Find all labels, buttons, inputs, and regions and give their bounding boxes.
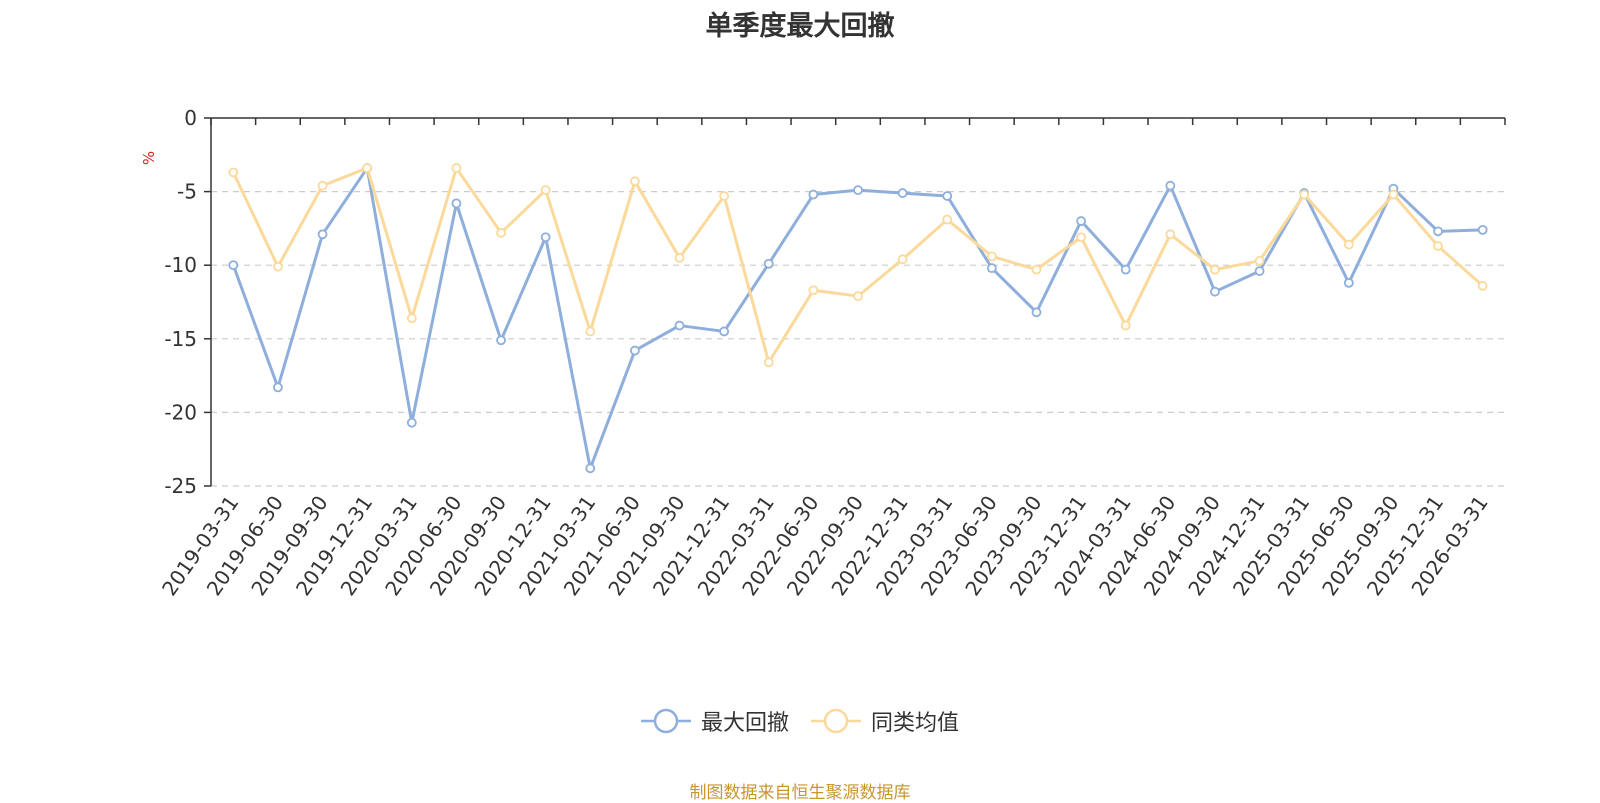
- legend-item[interactable]: 最大回撤: [640, 705, 789, 737]
- data-point: [228, 167, 239, 178]
- data-point: [1165, 180, 1176, 191]
- data-point: [897, 188, 908, 198]
- data-point: [1299, 189, 1310, 200]
- legend-item[interactable]: 同类均值: [811, 705, 959, 737]
- data-point: [853, 291, 863, 302]
- data-point: [1388, 189, 1399, 200]
- data-point: [406, 313, 417, 324]
- data-point: [1165, 229, 1176, 240]
- data-point: [986, 263, 997, 274]
- data-point: [942, 191, 953, 201]
- data-point: [897, 254, 908, 265]
- data-point: [1254, 255, 1265, 266]
- y-tick-label: 0: [184, 106, 197, 130]
- legend-marker-icon: [811, 708, 861, 734]
- data-point: [763, 357, 774, 368]
- data-point: [406, 417, 417, 428]
- grid-layer: [211, 191, 1505, 487]
- data-point: [629, 176, 640, 187]
- y-tick-label: -25: [164, 474, 197, 498]
- data-point: [1343, 277, 1354, 288]
- data-point: [629, 345, 640, 356]
- data-point: [496, 227, 506, 238]
- data-point: [853, 185, 863, 196]
- data-point: [719, 191, 730, 201]
- data-point: [1210, 286, 1220, 297]
- data-point: [1210, 264, 1220, 275]
- y-tick-label: -20: [164, 400, 197, 424]
- data-point: [585, 463, 596, 474]
- data-point: [317, 180, 328, 191]
- axis-layer: 0-5-10-15-20-25%2019-03-312019-06-302019…: [140, 106, 1506, 600]
- data-point: [273, 261, 283, 272]
- series-layer: [228, 163, 1488, 474]
- data-point: [674, 320, 685, 331]
- y-tick-label: -15: [164, 327, 197, 351]
- data-point: [763, 258, 774, 269]
- y-axis-label: %: [140, 151, 158, 165]
- data-point: [942, 214, 953, 225]
- data-point: [719, 326, 730, 337]
- data-point: [986, 251, 997, 262]
- data-point: [451, 198, 462, 209]
- data-point: [540, 185, 551, 196]
- data-point: [1477, 224, 1488, 235]
- data-point: [1076, 216, 1087, 226]
- data-point: [273, 382, 283, 393]
- data-point: [317, 229, 328, 240]
- data-point: [540, 232, 551, 243]
- data-point: [1031, 307, 1042, 318]
- series-line-0: [231, 166, 1483, 470]
- data-point: [1031, 264, 1042, 275]
- data-point: [1433, 241, 1443, 251]
- data-point: [496, 335, 506, 346]
- data-point: [1477, 280, 1488, 291]
- data-point: [1076, 232, 1087, 243]
- data-point: [1120, 320, 1131, 331]
- data-point: [808, 285, 819, 296]
- data-point: [808, 189, 819, 200]
- data-point: [451, 163, 462, 173]
- data-point: [1120, 264, 1131, 275]
- data-point: [228, 260, 239, 271]
- y-tick-label: -10: [164, 253, 197, 277]
- data-point: [674, 252, 685, 263]
- legend-marker-icon: [640, 708, 691, 734]
- y-tick-label: -5: [177, 180, 197, 204]
- data-point: [1433, 226, 1443, 237]
- data-point: [1343, 239, 1354, 250]
- data-point: [362, 163, 373, 173]
- source-note: 制图数据来自恒生聚源数据库: [689, 783, 911, 803]
- data-point: [1254, 266, 1265, 276]
- chart-title: 单季度最大回撤: [705, 11, 895, 42]
- data-point: [585, 326, 596, 337]
- legend: 最大回撤 同类均值: [0, 705, 1600, 737]
- legend-label: 同类均值: [871, 711, 960, 736]
- legend-label: 最大回撤: [700, 711, 789, 736]
